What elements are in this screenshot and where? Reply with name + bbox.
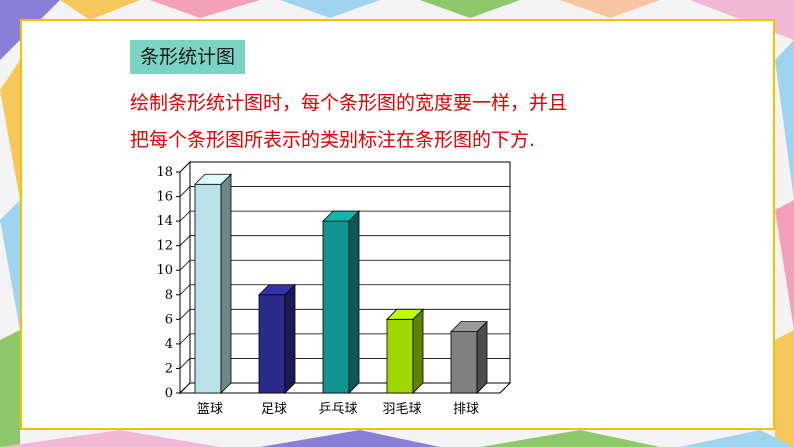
y-tick-label: 14 bbox=[156, 214, 173, 229]
bar-side-1 bbox=[220, 173, 232, 394]
gridline-depth bbox=[179, 333, 191, 345]
y-tick-label: 10 bbox=[156, 263, 173, 278]
gridline-depth bbox=[179, 284, 191, 296]
bar-top-4 bbox=[386, 308, 424, 320]
gridline-depth bbox=[179, 235, 191, 246]
y-tick-label: 8 bbox=[165, 288, 173, 303]
bar-2 bbox=[258, 294, 286, 394]
bar-side-5 bbox=[476, 320, 488, 394]
y-tick-label: 6 bbox=[165, 312, 173, 327]
x-tick-label: 排球 bbox=[453, 402, 479, 417]
gridline-depth bbox=[179, 259, 191, 271]
y-tick-label: 2 bbox=[165, 361, 173, 376]
bar-5 bbox=[450, 331, 478, 394]
x-tick-label: 乒乓球 bbox=[318, 402, 357, 417]
bar-top-2 bbox=[258, 284, 296, 296]
bar-top-1 bbox=[194, 173, 232, 185]
y-tick-label: 18 bbox=[156, 165, 173, 180]
bar-side-4 bbox=[412, 308, 424, 394]
bar-4 bbox=[386, 318, 414, 394]
bar-side-3 bbox=[348, 210, 360, 394]
y-tick-label: 16 bbox=[156, 190, 173, 205]
bar-top-5 bbox=[450, 321, 488, 333]
gridline-depth bbox=[179, 382, 191, 394]
note-line-2: 把每个条形图所表示的类别标注在条形图的下方. bbox=[130, 129, 536, 151]
gridline-depth bbox=[179, 161, 191, 173]
bar-3 bbox=[322, 220, 350, 394]
y-tick-label: 0 bbox=[165, 386, 173, 401]
bar-side-2 bbox=[284, 283, 296, 394]
y-tick-label: 4 bbox=[165, 337, 173, 352]
gridline-depth bbox=[179, 358, 191, 369]
note-line-1: 绘制条形统计图时，每个条形图的宽度要一样，并且 bbox=[130, 92, 568, 114]
gridline-depth bbox=[179, 309, 191, 320]
x-tick-label: 羽毛球 bbox=[382, 402, 421, 417]
plot-side-wall bbox=[179, 160, 191, 395]
section-tag: 条形统计图 bbox=[130, 40, 246, 74]
gridline-depth bbox=[179, 186, 191, 197]
bar-chart: 0 2 4 6 8 10 12 14 16 18 篮球 足球 乒乓球 羽毛球 排球 bbox=[156, 160, 512, 417]
x-tick-label: 篮球 bbox=[197, 402, 223, 417]
bar-1 bbox=[194, 183, 222, 394]
bar-top-3 bbox=[322, 210, 360, 222]
y-tick-label: 12 bbox=[156, 239, 173, 254]
gridline-depth bbox=[179, 210, 191, 222]
x-tick-label: 足球 bbox=[261, 402, 287, 417]
